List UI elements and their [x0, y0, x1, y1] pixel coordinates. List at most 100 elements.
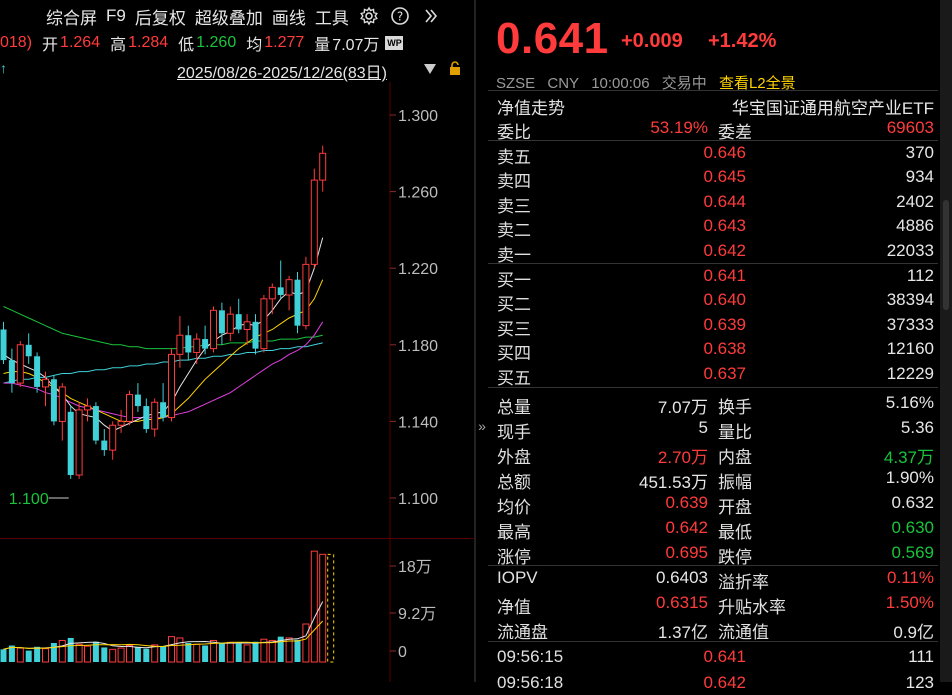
- quote-time: 10:00:06: [591, 75, 650, 92]
- toolbar-composite-screen[interactable]: 综合屏: [46, 8, 97, 28]
- y-tick-label: 1.300: [398, 108, 438, 125]
- candle[interactable]: [25, 333, 32, 364]
- dropdown-arrow-icon[interactable]: [423, 62, 437, 80]
- stat-label: 均价: [497, 498, 531, 517]
- toolbar-tools[interactable]: 工具: [314, 8, 349, 28]
- ohlc-prefix: 018): [0, 34, 33, 51]
- y-tick-label: 1.260: [398, 185, 438, 202]
- bid-label: 买三: [497, 319, 531, 339]
- candle[interactable]: [117, 409, 125, 433]
- stat-value: 451.53万: [639, 473, 708, 492]
- candle[interactable]: [243, 314, 251, 345]
- ask-price: 0.645: [703, 167, 746, 187]
- ask-volume: 370: [905, 143, 934, 162]
- ask-label: 卖二: [497, 221, 531, 241]
- bid-price: 0.641: [703, 266, 746, 285]
- volume-chart[interactable]: 18万 9.2万 0: [0, 540, 474, 682]
- stat-label: 量比: [718, 423, 752, 442]
- volume-bar: [319, 553, 327, 663]
- candle[interactable]: [226, 306, 234, 341]
- gear-icon[interactable]: [358, 5, 380, 27]
- volume-bar: [210, 639, 217, 663]
- bid-label: 买五: [497, 368, 531, 388]
- volume-bar: [252, 641, 259, 662]
- candle[interactable]: [210, 306, 217, 353]
- y-tick-label: 1.220: [398, 261, 438, 278]
- candle[interactable]: [16, 340, 24, 387]
- scrollbar-thumb[interactable]: [943, 200, 949, 310]
- bid-row: 买二 0.640 38394: [488, 288, 938, 314]
- candle[interactable]: [193, 333, 201, 364]
- fund-stat-value: 1.37亿: [657, 623, 708, 642]
- candle[interactable]: [67, 406, 74, 479]
- stat-row: 均价 0.639 开盘 0.632: [488, 491, 938, 517]
- candle[interactable]: [101, 429, 108, 456]
- volume-bar: [92, 641, 99, 662]
- volume-bar: [226, 641, 234, 663]
- candle[interactable]: [319, 145, 327, 192]
- candle[interactable]: [302, 256, 310, 330]
- toolbar-overlay[interactable]: 超级叠加: [194, 8, 263, 28]
- bid-volume: 37333: [886, 314, 934, 334]
- kline-panel[interactable]: 综合屏 F9 后复权 超级叠加 画线 工具 ? 018) 开 1.264 高 1…: [0, 0, 474, 682]
- candlestick-chart[interactable]: 1.300 1.260 1.220 1.180 1.140 1.100 1.100: [0, 82, 474, 540]
- candle[interactable]: [42, 371, 49, 407]
- collapse-chevron-icon[interactable]: »: [478, 418, 486, 434]
- candle[interactable]: [168, 348, 175, 422]
- candle[interactable]: [252, 314, 259, 355]
- candle[interactable]: [34, 352, 41, 393]
- candle[interactable]: [0, 321, 7, 364]
- toolbar-draw[interactable]: 画线: [271, 8, 306, 28]
- candle[interactable]: [294, 272, 301, 334]
- volume-bar: [185, 643, 192, 662]
- fund-stat-label: 净值: [497, 598, 531, 617]
- volume-bar: [202, 645, 209, 662]
- stat-label: 外盘: [497, 448, 531, 467]
- bid-row: 买一 0.641 112: [488, 264, 938, 290]
- candle[interactable]: [109, 421, 117, 460]
- date-range-link[interactable]: 2025/08/26-2025/12/26(83日): [177, 65, 387, 82]
- candle[interactable]: [185, 325, 192, 361]
- ask-label: 卖四: [497, 172, 531, 192]
- candle[interactable]: [151, 398, 159, 437]
- toolbar-adjust[interactable]: 后复权: [134, 8, 186, 28]
- candle[interactable]: [235, 298, 242, 334]
- l2-panorama-link[interactable]: 查看L2全景: [718, 75, 796, 92]
- candle[interactable]: [277, 260, 284, 299]
- candle[interactable]: [202, 325, 209, 355]
- candle[interactable]: [134, 383, 141, 412]
- candle[interactable]: [143, 398, 150, 433]
- candle[interactable]: [75, 402, 83, 479]
- candle[interactable]: [84, 398, 91, 422]
- candle[interactable]: [92, 402, 99, 445]
- candle[interactable]: [218, 302, 225, 345]
- ask-label: 卖一: [497, 245, 531, 265]
- volume-bar: [294, 639, 301, 662]
- candle[interactable]: [126, 390, 133, 426]
- divider: [488, 140, 938, 141]
- panel-separator[interactable]: [474, 0, 476, 682]
- double-chevron-right-icon[interactable]: [420, 5, 442, 27]
- trade-status: 交易中: [661, 75, 707, 92]
- date-range-row: ↑ 2025/08/26-2025/12/26(83日): [0, 58, 474, 82]
- candle[interactable]: [260, 295, 268, 353]
- candle[interactable]: [268, 283, 276, 315]
- tick-price: 0.641: [703, 647, 746, 666]
- toolbar-f9[interactable]: F9: [106, 6, 126, 25]
- lock-icon[interactable]: [447, 60, 463, 81]
- ask-row: 卖二 0.643 4886: [488, 214, 938, 241]
- volume-bar: [16, 647, 24, 663]
- candle[interactable]: [176, 316, 184, 368]
- candle[interactable]: [285, 275, 293, 311]
- stat-row: 最高 0.642 最低 0.630: [488, 516, 938, 542]
- candle[interactable]: [58, 383, 66, 441]
- bid-price: 0.638: [703, 339, 746, 359]
- wp-icon[interactable]: WP: [385, 36, 404, 50]
- scrollbar[interactable]: [940, 0, 952, 682]
- candle[interactable]: [310, 168, 318, 269]
- candle[interactable]: [160, 383, 167, 422]
- help-icon[interactable]: ?: [389, 5, 411, 27]
- nav-trend-tab[interactable]: 净值走势: [497, 99, 565, 118]
- candle[interactable]: [8, 348, 15, 393]
- candle[interactable]: [50, 375, 57, 426]
